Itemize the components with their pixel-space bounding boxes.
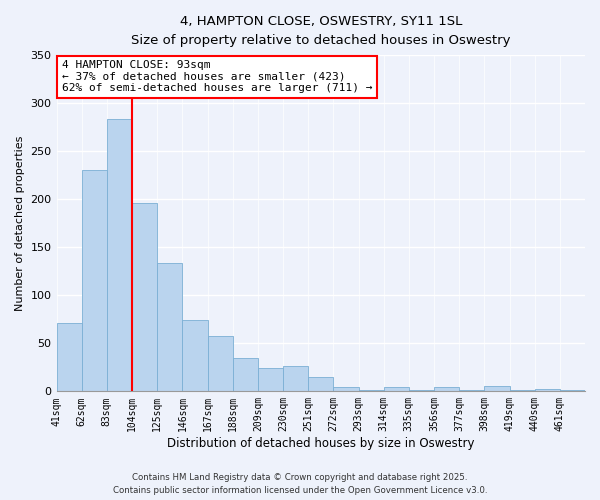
Bar (459, 390, 484, 392)
Bar (56, 323, 82, 392)
Bar (409, 390, 434, 392)
Bar (509, 390, 535, 392)
Bar (107, 120, 132, 392)
Bar (359, 390, 383, 392)
Bar (560, 390, 585, 392)
Bar (208, 336, 233, 392)
Title: 4, HAMPTON CLOSE, OSWESTRY, SY11 1SL
Size of property relative to detached house: 4, HAMPTON CLOSE, OSWESTRY, SY11 1SL Siz… (131, 15, 511, 47)
Bar (484, 386, 509, 392)
Bar (434, 388, 459, 392)
Bar (182, 320, 208, 392)
Bar (233, 358, 258, 392)
Bar (258, 368, 283, 392)
Bar (535, 390, 560, 392)
X-axis label: Distribution of detached houses by size in Oswestry: Distribution of detached houses by size … (167, 437, 475, 450)
Bar (157, 262, 182, 392)
Bar (82, 170, 107, 392)
Bar (334, 386, 359, 392)
Bar (283, 366, 308, 392)
Text: Contains HM Land Registry data © Crown copyright and database right 2025.
Contai: Contains HM Land Registry data © Crown c… (113, 474, 487, 495)
Bar (132, 203, 157, 392)
Bar (308, 377, 334, 392)
Y-axis label: Number of detached properties: Number of detached properties (15, 136, 25, 311)
Text: 4 HAMPTON CLOSE: 93sqm
← 37% of detached houses are smaller (423)
62% of semi-de: 4 HAMPTON CLOSE: 93sqm ← 37% of detached… (62, 60, 373, 94)
Bar (383, 388, 409, 392)
